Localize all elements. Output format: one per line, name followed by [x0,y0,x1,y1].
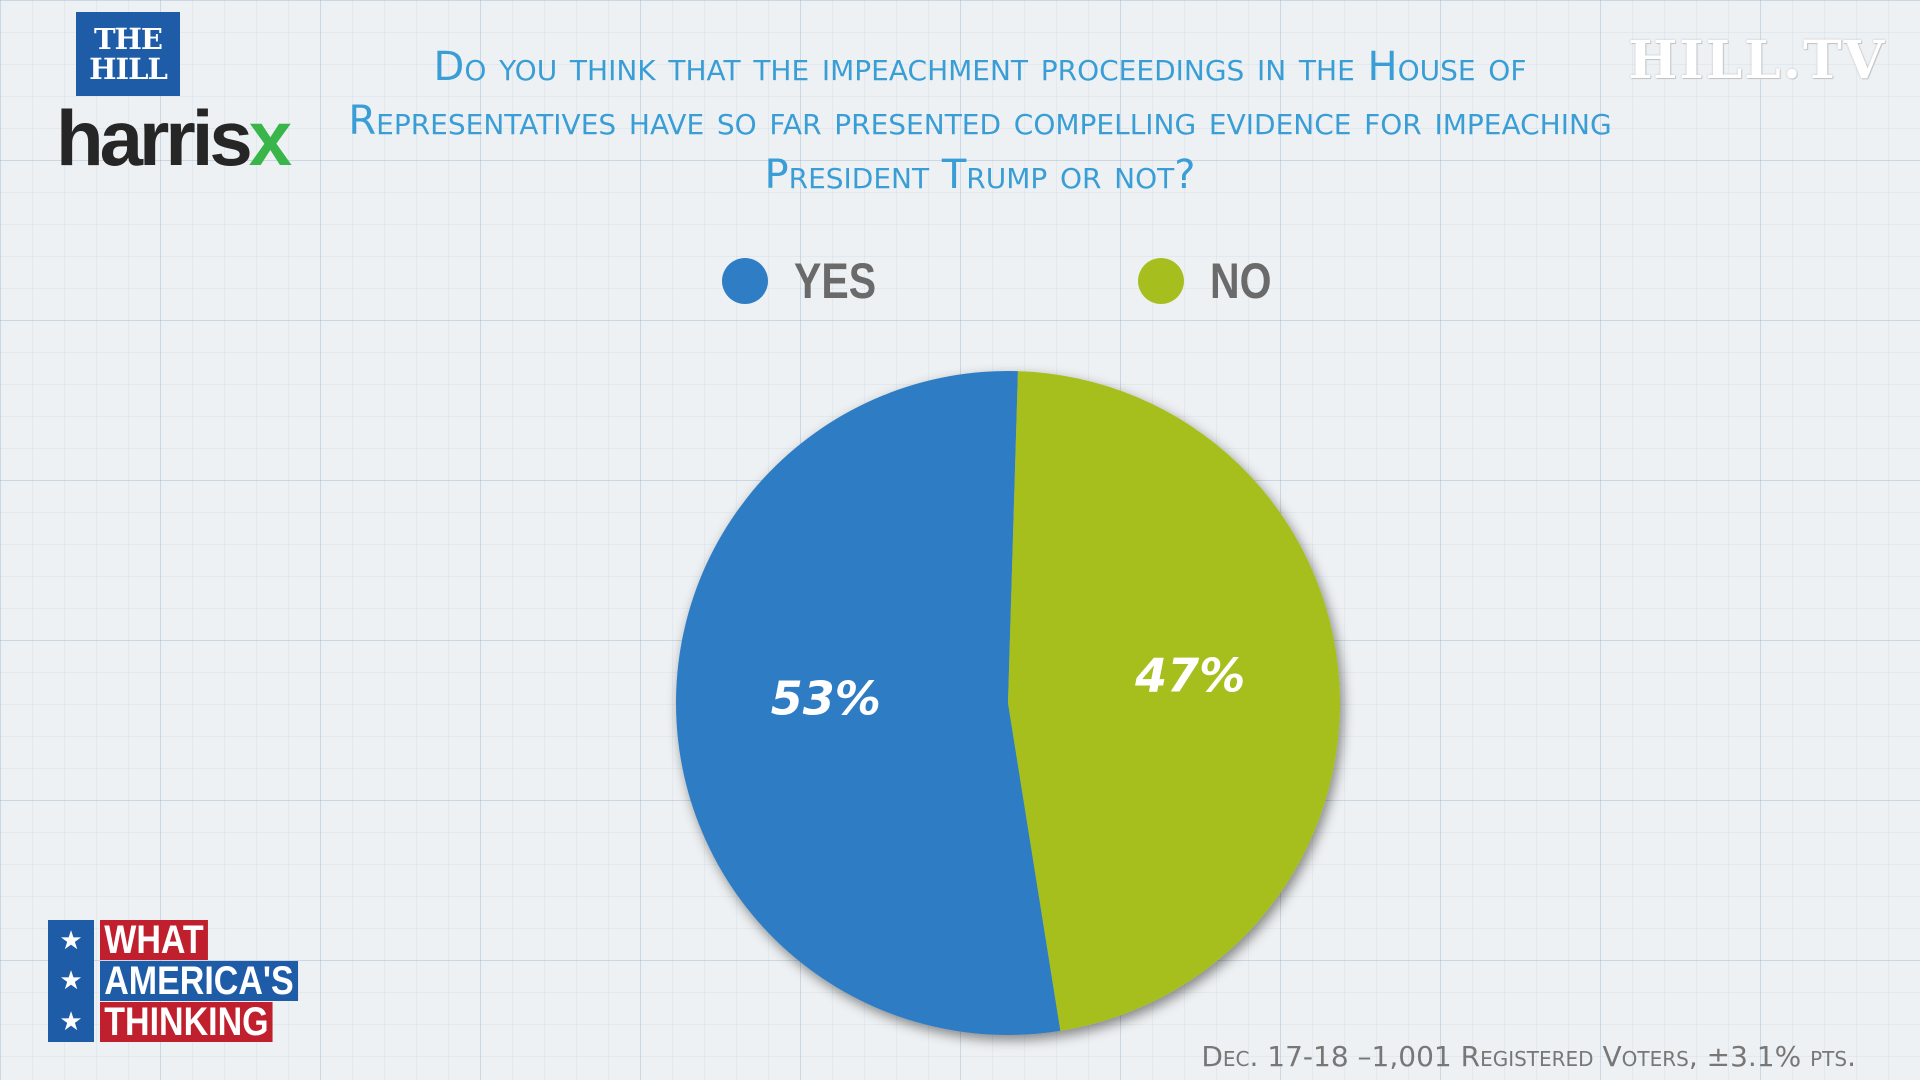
data-label-yes: 53% [771,672,881,726]
survey-footnote: Dec. 17-18 –1,001 Registered Voters, ±3.… [1201,1040,1856,1073]
chart-title: Do you think that the impeachment procee… [348,44,1612,198]
harrisx-logo-main: harris [56,94,253,182]
legend-item-yes: YES [722,252,894,310]
legend-swatch-no [1138,258,1184,304]
thehill-logo-line1: THE [93,22,163,56]
star-icon: ★ [59,924,83,955]
branding-line1: WHAT [100,920,208,960]
star-icon: ★ [59,1006,83,1037]
thehill-logo: THE HILL [76,12,180,96]
legend-label-yes: YES [794,253,877,309]
branding-line2: AMERICA'S [100,961,298,1001]
harrisx-logo-x: x [248,94,293,182]
data-label-no: 47% [1134,648,1245,702]
legend-swatch-yes [722,258,768,304]
legend-label-no: NO [1210,253,1272,309]
pie-slice-yes [675,370,1061,1035]
pie-slice-no [1008,371,1340,1031]
hilltv-logo: HILL.TV [1628,30,1886,91]
thehill-logo-line2: HILL [89,52,168,86]
legend-item-no: NO [1138,252,1285,310]
star-icon: ★ [59,965,83,996]
branding-line3: THINKING [100,1002,273,1042]
harrisx-logo: harrisx [56,98,292,178]
stars-column: ★ ★ ★ [48,920,94,1042]
legend: YES NO [0,252,1920,322]
